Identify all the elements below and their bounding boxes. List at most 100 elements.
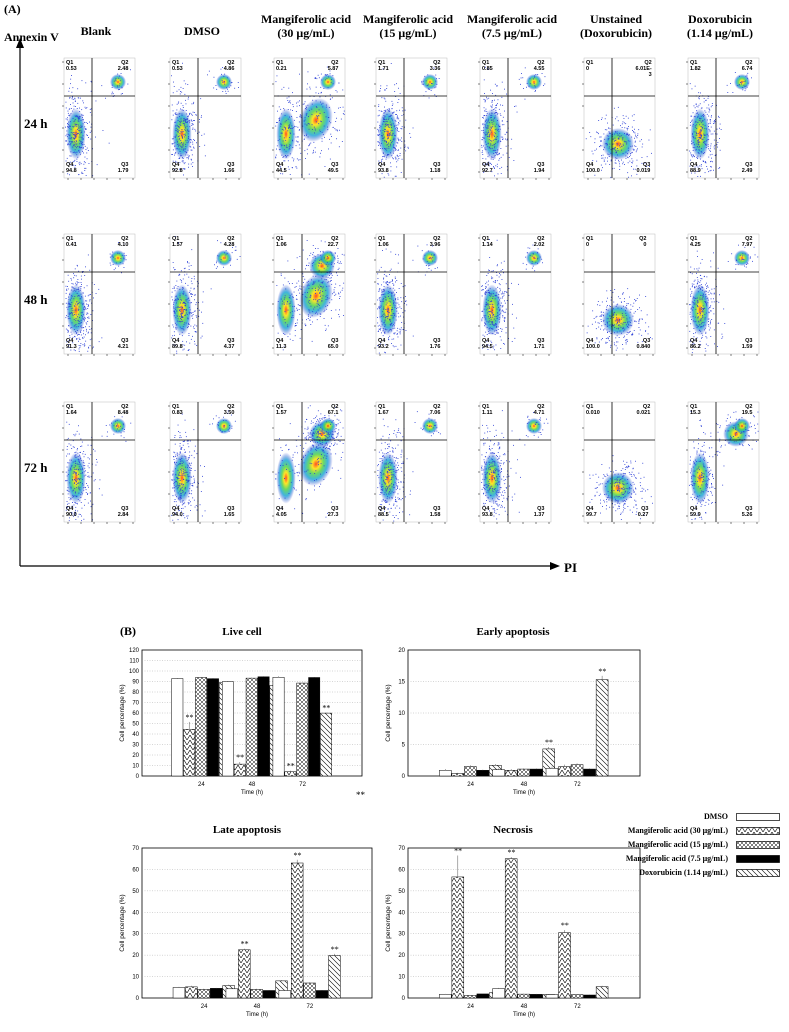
quadrant-name: Q1 bbox=[172, 404, 180, 410]
quadrant-name: Q4 bbox=[586, 162, 594, 168]
quadrant-label-q1: Q1 1.06 bbox=[378, 236, 389, 248]
quadrant-label-q2: Q2 4.86 bbox=[224, 60, 235, 72]
quadrant-value: 94.8 bbox=[66, 168, 77, 174]
bar bbox=[476, 993, 490, 999]
quadrant-name: Q4 bbox=[276, 338, 284, 344]
x-tick-label: 72 bbox=[307, 1004, 314, 1010]
significance-mark: ** bbox=[331, 945, 339, 954]
quadrant-label-q2: Q2 3.96 bbox=[430, 236, 441, 248]
bar bbox=[284, 771, 297, 777]
quadrant-value: 100.0 bbox=[586, 344, 600, 350]
quadrant-label-q1: Q1 0.53 bbox=[172, 60, 183, 72]
quadrant-value: 0.019 bbox=[636, 168, 651, 174]
x-tick-label: 48 bbox=[521, 782, 528, 788]
flow-plot: Q1 0 Q2 6.01E-3 Q3 0.019 Q4 100.0 bbox=[576, 56, 656, 190]
quadrant-label-q1: Q1 1.57 bbox=[276, 404, 287, 416]
quadrant-name: Q2 bbox=[644, 60, 652, 66]
quadrant-name: Q3 bbox=[121, 338, 129, 344]
quadrant-value: 94.0 bbox=[172, 512, 183, 518]
x-tick-label: 24 bbox=[467, 1004, 474, 1010]
y-tick-label: 20 bbox=[132, 953, 139, 959]
quadrant-name: Q3 bbox=[537, 506, 545, 512]
x-tick-label: 24 bbox=[467, 782, 474, 788]
bar bbox=[558, 932, 571, 999]
quadrant-name: Q2 bbox=[121, 236, 129, 242]
quadrant-label-q3: Q3 1.71 bbox=[534, 338, 545, 350]
significance-mark: ** bbox=[287, 762, 295, 771]
flow-plot-canvas bbox=[478, 401, 552, 524]
y-tick-label: 10 bbox=[398, 711, 405, 717]
quadrant-name: Q4 bbox=[66, 338, 74, 344]
quadrant-label-q1: Q1 15.3 bbox=[690, 404, 701, 416]
quadrant-name: Q1 bbox=[690, 404, 698, 410]
column-header: Unstained (Doxorubicin) bbox=[558, 12, 674, 40]
y-tick-label: 40 bbox=[132, 910, 139, 916]
bar bbox=[595, 986, 609, 999]
quadrant-value: 59.9 bbox=[690, 512, 701, 518]
bar bbox=[464, 995, 477, 999]
quadrant-value: 91.3 bbox=[66, 344, 77, 350]
flow-plot-canvas bbox=[478, 57, 552, 180]
quadrant-value: 22.7 bbox=[327, 242, 339, 248]
quadrant-label-q4: Q4 11.3 bbox=[276, 338, 286, 350]
bar bbox=[439, 770, 452, 777]
flow-plot-canvas bbox=[62, 233, 136, 356]
bar bbox=[250, 989, 263, 999]
quadrant-name: Q1 bbox=[276, 60, 284, 66]
quadrant-label-q1: Q1 1.06 bbox=[276, 236, 287, 248]
legend-item: DMSO bbox=[588, 812, 784, 822]
flow-plot: Q1 0.83 Q2 3.50 Q3 1.65 Q4 94.0 bbox=[162, 400, 242, 534]
y-tick-label: 60 bbox=[132, 711, 139, 717]
quadrant-name: Q3 bbox=[331, 506, 339, 512]
y-tick-label: 0 bbox=[136, 996, 140, 1002]
quadrant-label-q4: Q4 100.0 bbox=[586, 162, 600, 174]
y-tick-label: 110 bbox=[129, 659, 139, 665]
quadrant-label-q4: Q4 94.5 bbox=[482, 338, 493, 350]
quadrant-value: 1.66 bbox=[223, 168, 235, 174]
flow-plot: Q1 1.71 Q2 3.36 Q3 1.18 Q4 93.8 bbox=[368, 56, 448, 190]
bar bbox=[272, 677, 285, 777]
quadrant-label-q2: Q2 4.10 bbox=[118, 236, 129, 248]
quadrant-name: Q3 bbox=[331, 338, 339, 344]
chart-canvas: 0 10 20 30 40 50 60 70 Cell percentage (%) Time (… bbox=[119, 846, 373, 1018]
legend-item: Mangiferolic acid (7.5 μg/mL) bbox=[588, 854, 784, 864]
x-tick-label: 48 bbox=[249, 782, 256, 788]
quadrant-label-q4: Q4 4.05 bbox=[276, 506, 287, 518]
y-tick-label: 90 bbox=[132, 680, 139, 686]
chart-title: Necrosis bbox=[493, 824, 533, 836]
bar bbox=[195, 677, 207, 777]
x-tick-label: 24 bbox=[198, 782, 205, 788]
column-header: Mangiferolic acid (30 μg/mL) bbox=[248, 12, 364, 40]
column-header-line2: (7.5 μg/mL) bbox=[481, 26, 543, 40]
bar bbox=[583, 768, 596, 777]
quadrant-value: 2.49 bbox=[741, 168, 753, 174]
quadrant-label-q1: Q1 0 bbox=[586, 236, 593, 248]
quadrant-value: 0.41 bbox=[66, 242, 77, 248]
quadrant-label-q3: Q3 0.019 bbox=[636, 162, 650, 174]
bar bbox=[595, 679, 609, 777]
x-tick-label: 48 bbox=[254, 1004, 261, 1010]
flow-plot-canvas bbox=[168, 233, 242, 356]
bar-chart-necrosis: Necrosis 0 10 20 30 40 50 60 70 Cell percentage (… bbox=[382, 824, 644, 1024]
significance-mark: ** bbox=[322, 704, 330, 713]
x-axis-label: Time (h) bbox=[246, 1012, 268, 1018]
y-tick-label: 10 bbox=[132, 975, 139, 981]
flow-plot-canvas bbox=[272, 401, 346, 524]
quadrant-value: 2.02 bbox=[533, 242, 545, 248]
quadrant-label-q3: Q3 5.26 bbox=[742, 506, 753, 518]
flow-plot-canvas bbox=[582, 233, 656, 356]
quadrant-label-q2: Q2 6.01E-3 bbox=[636, 60, 652, 78]
bar bbox=[545, 994, 559, 999]
quadrant-value: 6.74 bbox=[741, 66, 753, 72]
bar bbox=[303, 982, 316, 999]
row-header-24h: 24 h bbox=[24, 116, 48, 131]
bar bbox=[517, 993, 530, 999]
quadrant-name: Q1 bbox=[378, 60, 386, 66]
bar bbox=[183, 729, 196, 777]
quadrant-label-q3: Q3 4.37 bbox=[224, 338, 235, 350]
bar bbox=[558, 766, 571, 777]
panel-a-label: (A) bbox=[4, 2, 21, 16]
bar bbox=[545, 768, 559, 777]
quadrant-value: 1.58 bbox=[429, 512, 441, 518]
legend-item: Mangiferolic acid (15 μg/mL) bbox=[588, 840, 784, 850]
